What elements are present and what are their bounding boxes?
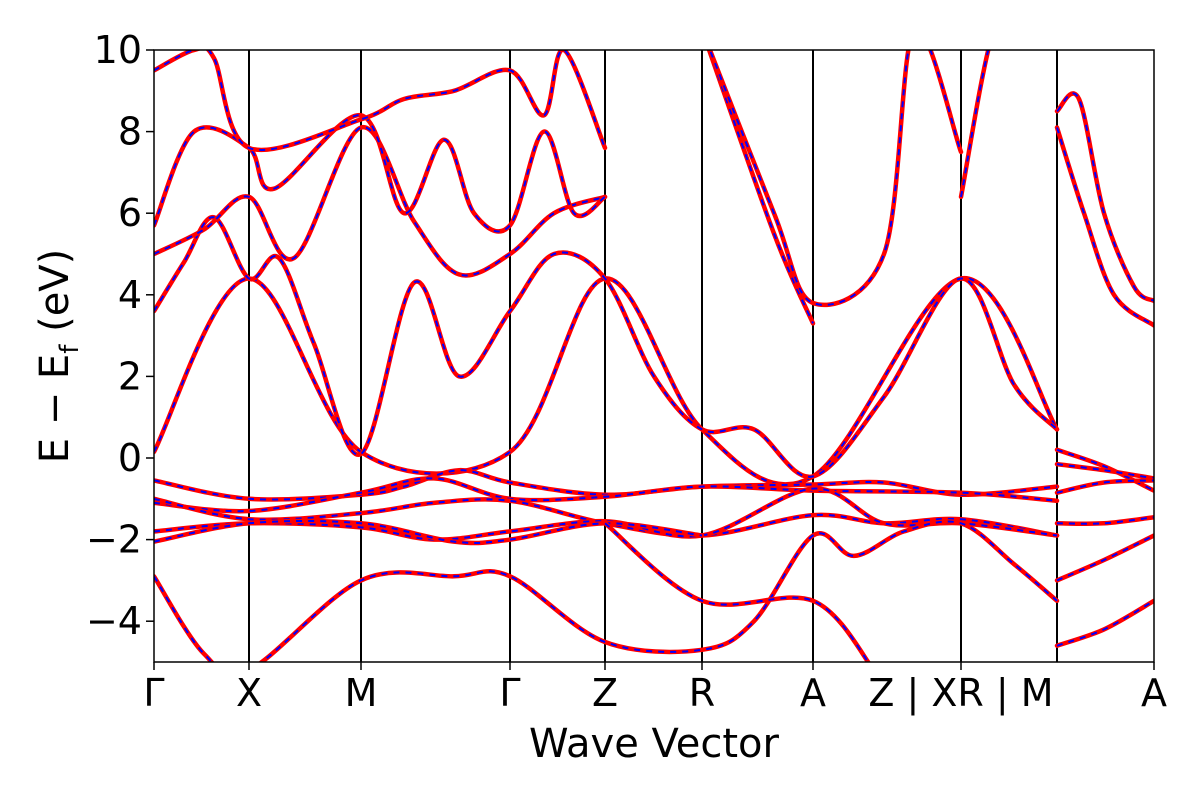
y-axis-ticks: −4 −2 0 2 4 6 8 10 (86, 28, 154, 643)
y-tick-label: 10 (94, 28, 142, 72)
x-tick-label: Γ (143, 671, 164, 715)
band-14-dft (958, 50, 991, 200)
band-11-dft (602, 521, 871, 662)
band-22-dft (1054, 598, 1154, 648)
x-tick-label: X (236, 671, 262, 715)
y-tick-label: 0 (118, 436, 142, 480)
band-20-model (1056, 516, 1154, 525)
x-tick-label: Γ (499, 671, 520, 715)
band-1-model (154, 216, 1058, 478)
x-tick-label: A (800, 671, 826, 715)
band-17-model (1056, 448, 1154, 492)
y-axis-title: E − Ef (eV) (32, 249, 85, 464)
x-axis-ticks: Γ X M Γ Z R A Z | XR | M A (143, 662, 1167, 716)
y-tick-label: 2 (118, 354, 142, 398)
band-16-model (1056, 127, 1154, 327)
band-10-model (154, 520, 1058, 662)
x-tick-label: R (689, 671, 715, 715)
y-axis-title-unit: (eV) (32, 249, 78, 345)
band-12-model (708, 50, 814, 324)
band-13-model (708, 50, 962, 306)
band-6-dft (154, 476, 1060, 514)
y-tick-label: 8 (118, 110, 142, 154)
band-21-model (1056, 534, 1154, 582)
band-19-model (1056, 479, 1154, 494)
band-15-dft (1054, 91, 1154, 304)
x-tick-label: A (1141, 671, 1167, 715)
band-22-model (1056, 599, 1154, 647)
band-4-dft (154, 50, 608, 153)
band-11-model (604, 522, 870, 662)
x-tick-label: Z | XR | M (868, 671, 1053, 716)
band-15-model (1056, 92, 1154, 302)
band-13-dft (707, 50, 964, 308)
band-2-model (154, 126, 606, 277)
plot-frame (153, 49, 1155, 663)
x-tick-label: Z (592, 671, 618, 715)
y-tick-label: 4 (118, 273, 142, 317)
y-axis-title-subscript: f (55, 344, 85, 354)
band-lines (154, 50, 1154, 662)
y-tick-label: −2 (86, 518, 142, 562)
y-tick-label: −4 (86, 599, 142, 643)
band-18-model (1056, 463, 1154, 480)
x-tick-label: M (345, 671, 378, 715)
x-axis-title: Wave Vector (529, 721, 780, 767)
y-tick-label: 6 (118, 191, 142, 235)
band-4-model (154, 50, 606, 151)
